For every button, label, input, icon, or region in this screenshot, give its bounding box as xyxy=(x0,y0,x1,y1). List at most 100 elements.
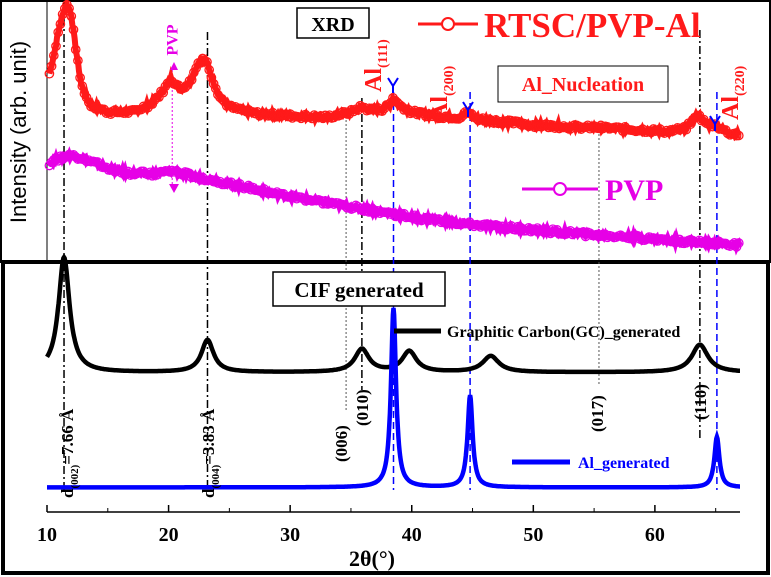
data-point xyxy=(348,203,359,214)
data-point xyxy=(672,123,683,133)
data-point xyxy=(221,179,232,189)
data-point xyxy=(578,227,589,237)
data-point xyxy=(239,105,250,116)
data-point xyxy=(536,226,547,236)
x-tick-label: 50 xyxy=(523,524,543,546)
data-point xyxy=(228,103,239,114)
bottom-series-layer xyxy=(45,253,740,490)
data-point xyxy=(48,50,59,61)
data-point xyxy=(615,230,626,241)
data-point xyxy=(322,112,333,123)
al111-marker xyxy=(387,77,399,93)
data-point xyxy=(134,167,145,178)
cif-title-box xyxy=(272,271,446,307)
data-point xyxy=(94,160,105,171)
cif-title: CIF generated xyxy=(294,278,424,302)
x-tick-label: 40 xyxy=(402,524,422,546)
x-tick-label: 20 xyxy=(159,524,179,546)
data-point xyxy=(692,238,703,249)
pvp-peak-arrow-down xyxy=(169,184,179,193)
data-point xyxy=(438,216,449,226)
data-point xyxy=(55,19,66,29)
data-point xyxy=(241,182,252,193)
data-point xyxy=(712,122,722,132)
data-point xyxy=(298,193,309,204)
nucleation-label: Al_Nucleation xyxy=(522,74,644,96)
data-point xyxy=(53,155,64,166)
series-pvp xyxy=(44,146,744,256)
data-point xyxy=(423,212,433,223)
data-point xyxy=(615,123,626,133)
data-point xyxy=(66,11,77,22)
data-point xyxy=(659,234,670,245)
data-point xyxy=(320,110,331,121)
data-point xyxy=(276,111,287,122)
svg-text:d(002)=7.66 Å: d(002)=7.66 Å xyxy=(58,408,81,498)
data-point xyxy=(364,105,374,115)
data-point xyxy=(385,97,396,108)
data-point xyxy=(677,123,687,134)
legend-pvp-marker xyxy=(553,182,567,196)
data-point xyxy=(108,164,118,175)
d002-label: d(002)=7.66 Å xyxy=(58,408,81,498)
data-point xyxy=(506,115,517,126)
data-point xyxy=(366,103,376,114)
bottom-panel-frame xyxy=(1,260,770,575)
data-point xyxy=(272,187,282,197)
al220-label: Al(220) xyxy=(718,65,748,120)
data-point xyxy=(136,104,147,115)
data-point xyxy=(504,223,514,234)
data-point xyxy=(668,236,678,247)
data-point xyxy=(158,87,169,98)
xrd-title: XRD xyxy=(311,14,354,36)
data-point xyxy=(482,116,492,127)
gc-legend-label: Graphitic Carbon(GC)_generated xyxy=(447,324,680,341)
data-point xyxy=(70,44,81,55)
data-point xyxy=(517,223,527,234)
legend-main-marker xyxy=(441,17,455,31)
al220-marker xyxy=(709,115,721,131)
data-point xyxy=(714,236,724,247)
data-point xyxy=(81,92,92,103)
data-point xyxy=(530,122,541,133)
al200-label: Al(200) xyxy=(427,65,457,120)
data-point xyxy=(217,94,228,105)
data-point xyxy=(68,24,79,35)
data-point xyxy=(392,210,403,221)
data-point xyxy=(167,165,177,176)
pvp-peak-label: PVP xyxy=(165,24,182,55)
data-point xyxy=(289,192,300,202)
data-point xyxy=(685,119,696,130)
data-point xyxy=(528,224,538,234)
hkl-110: (110) xyxy=(691,384,710,420)
nucleation-box xyxy=(497,65,669,103)
data-point xyxy=(466,219,477,230)
data-point xyxy=(493,118,503,129)
data-point xyxy=(425,109,436,120)
al-legend-label: Al_generated xyxy=(578,455,670,472)
data-point xyxy=(648,124,659,134)
data-point xyxy=(348,106,359,117)
data-point xyxy=(729,128,740,139)
data-point xyxy=(733,238,744,248)
svg-text:Al(200): Al(200) xyxy=(427,65,457,120)
svg-text:Al(111): Al(111) xyxy=(361,39,391,92)
al-markers xyxy=(387,77,721,131)
data-point xyxy=(471,113,482,124)
pvp-peak-arrow-up xyxy=(170,62,178,70)
xrd-title-box xyxy=(296,7,370,39)
data-point xyxy=(733,130,744,141)
top-series-layer xyxy=(44,0,744,256)
data-point xyxy=(210,83,221,94)
data-point xyxy=(366,206,376,217)
svg-text:Al(220): Al(220) xyxy=(718,65,748,120)
data-point xyxy=(663,127,674,138)
svg-text:d(004)=3.83 Å: d(004)=3.83 Å xyxy=(199,408,222,498)
data-point xyxy=(346,104,357,115)
data-point xyxy=(193,172,204,183)
data-point xyxy=(210,175,221,185)
data-point xyxy=(57,9,68,20)
hkl-010: (010) xyxy=(353,389,372,426)
series-rtsc-pvp-al xyxy=(44,0,744,142)
